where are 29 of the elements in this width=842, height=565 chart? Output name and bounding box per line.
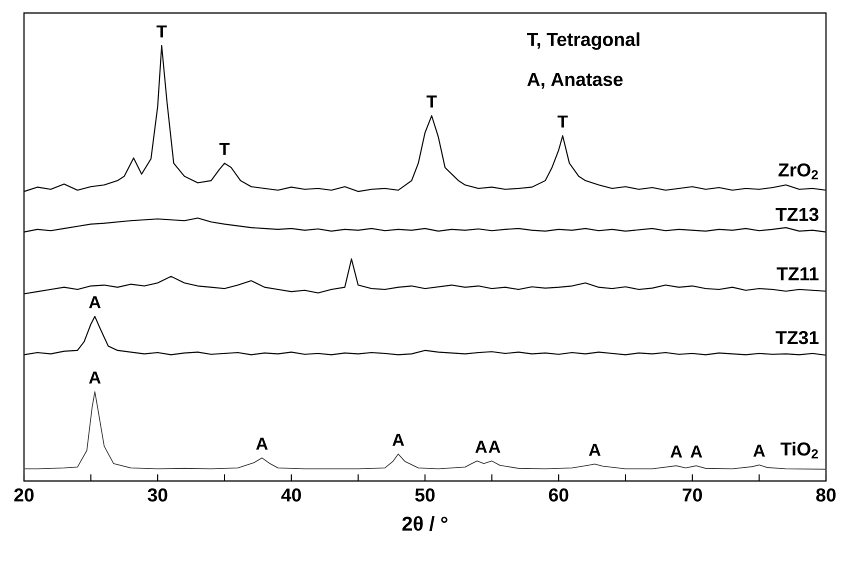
x-tick-label: 70 [682,488,702,502]
annotation: T, Tetragonal [527,32,640,50]
series-label: TZ31 [776,330,819,344]
series-label: TZ13 [776,208,818,222]
annotation: A [392,434,404,446]
annotation: A [488,440,500,453]
annotation: A [89,296,101,308]
x-axis-title: 2θ / ° [402,516,448,531]
x-tick-label: 60 [548,488,568,502]
series-label: ZrO$_{2}$ [778,163,818,180]
annotation: A [588,444,601,456]
x-tick-label: 80 [816,488,836,502]
annotation: T [558,116,568,128]
series-label: TiO$_{2}$ [780,442,818,458]
x-tick-label: 20 [14,488,34,502]
annotation: A [690,446,702,458]
annotation: A [256,438,268,450]
x-tick-label: 30 [148,488,168,502]
annotation: T [426,96,437,108]
annotation: T [219,143,230,155]
x-tick-label: 40 [281,488,301,502]
annotation: A [475,440,487,453]
x-tick-label: 50 [415,488,435,502]
annotation: A [670,446,682,458]
annotation: T [156,25,167,38]
annotation: A [89,372,101,384]
series-label: TZ11 [776,267,819,280]
annotation: A [753,444,765,457]
annotation: A, Anatase [527,73,623,89]
